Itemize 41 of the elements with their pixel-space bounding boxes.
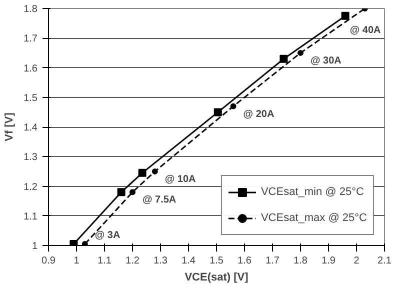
annotation: @ 20A: [243, 108, 274, 120]
point: [230, 103, 236, 110]
point: [298, 50, 304, 56]
x-tick-label: 1.7: [266, 256, 280, 266]
point: [152, 168, 158, 174]
point: [280, 54, 288, 63]
x-tick-label: 2.1: [378, 256, 392, 266]
y-tick-label: 1.3: [24, 152, 38, 164]
y-tick-label: 1.1: [24, 211, 38, 222]
point: [117, 188, 126, 196]
point: [138, 168, 146, 177]
point: [130, 189, 136, 196]
x-tick-label: 1.5: [210, 256, 224, 266]
y-tick-label: 1.8: [24, 4, 38, 15]
y-axis-title: Vf [V]: [4, 112, 16, 142]
y-tick-label: 1.7: [24, 34, 38, 45]
y-tick-label: 1.6: [24, 63, 38, 74]
x-tick-label: 1.6: [238, 256, 252, 266]
x-tick-label: 1.9: [322, 256, 336, 266]
y-tick-label: 1.4: [24, 122, 38, 134]
y-tick-label: 1: [32, 241, 38, 252]
x-tick-label: 2: [354, 256, 360, 266]
y-tick-label: 1.5: [24, 92, 38, 104]
x-tick-label: 0.9: [42, 256, 56, 266]
x-tick-label: 1.2: [126, 256, 140, 266]
x-tick-label: 1.8: [294, 256, 308, 266]
annotation: @ 7.5A: [142, 194, 176, 206]
legend-label: VCEsat_max @ 25°C: [260, 212, 367, 224]
point: [341, 12, 350, 20]
x-tick-label: 1.1: [98, 256, 112, 266]
annotation: @ 3A: [94, 230, 120, 241]
annotation: @ 30A: [310, 55, 342, 66]
annotation: @ 40A: [350, 25, 381, 36]
annotation: @ 10A: [164, 174, 196, 185]
x-tick-label: 1.4: [182, 256, 196, 266]
x-tick-label: 1: [74, 256, 80, 266]
x-tick-label: 1.3: [154, 256, 168, 266]
point: [214, 108, 222, 116]
y-tick-label: 1.2: [24, 182, 38, 193]
x-axis-title: VCE(sat) [V]: [184, 272, 249, 284]
legend-label: VCEsat_min @ 25°C: [260, 186, 364, 198]
